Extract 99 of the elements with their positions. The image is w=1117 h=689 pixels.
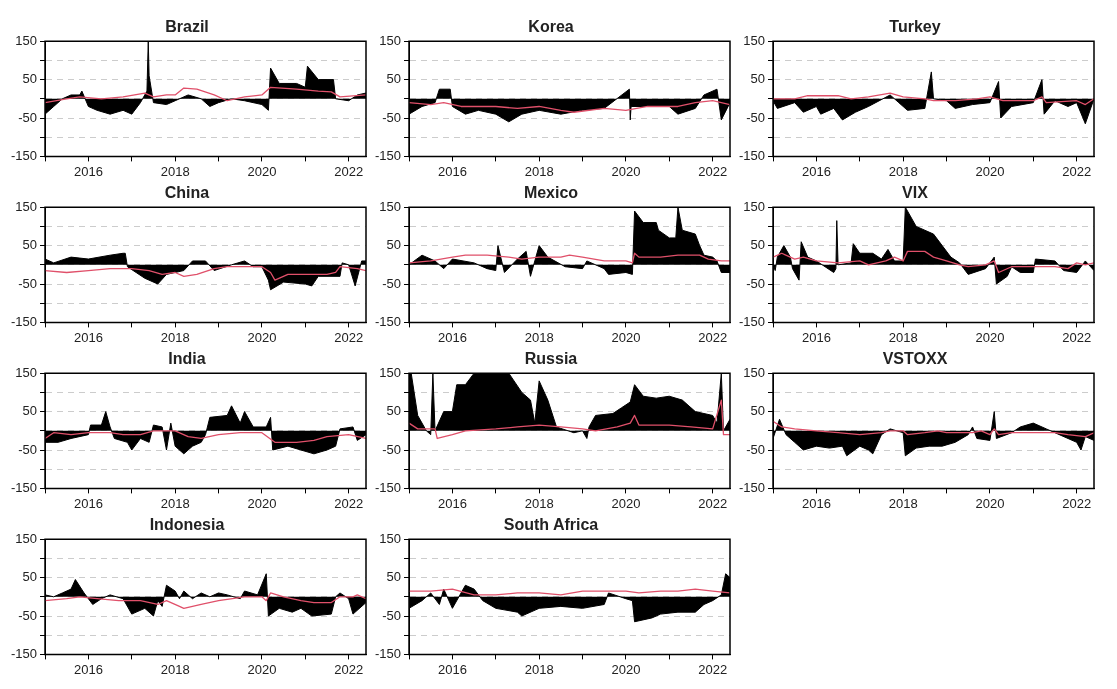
y-tick-label: -50 [382,607,402,623]
x-tick-label: 2022 [1062,329,1092,345]
x-tick-label: 2020 [975,329,1005,345]
y-tick-label: 150 [379,364,402,380]
x-tick-label: 2016 [437,329,467,345]
y-tick-label: -50 [746,441,766,457]
chart-title: Mexico [523,184,579,202]
y-tick-label: -150 [10,147,38,163]
y-tick-label: -150 [374,479,402,495]
x-tick-label: 2016 [73,661,103,677]
y-tick-label: 150 [15,198,38,214]
y-tick-label: 50 [22,569,38,585]
y-tick-label: -150 [738,479,766,495]
y-tick-label: 150 [743,364,766,380]
x-tick-label: 2018 [888,329,918,345]
x-tick-label: 2020 [611,495,641,511]
y-tick-label: 50 [750,403,766,419]
chart-title: VIX [902,184,929,202]
y-tick-label: -50 [18,109,38,125]
y-tick-label: 50 [750,71,766,87]
x-tick-label: 2020 [975,495,1005,511]
x-tick-label: 2022 [334,329,364,345]
x-tick-label: 2020 [247,495,277,511]
y-tick-label: 50 [22,71,38,87]
y-tick-label: -50 [382,275,402,291]
y-tick-label: -50 [382,109,402,125]
y-tick-label: -50 [18,275,38,291]
chart-title: Brazil [165,18,209,36]
chart-title: Turkey [889,18,941,36]
y-tick-label: -150 [10,645,38,661]
x-tick-label: 2018 [160,495,190,511]
x-tick-label: 2016 [73,495,103,511]
x-tick-label: 2018 [160,163,190,179]
y-tick-label: -150 [738,313,766,329]
x-tick-label: 2018 [524,495,554,511]
y-tick-label: 150 [743,198,766,214]
x-tick-label: 2018 [888,495,918,511]
x-tick-label: 2020 [247,661,277,677]
y-tick-label: 50 [386,237,402,253]
y-tick-label: -150 [10,479,38,495]
y-tick-label: 50 [386,569,402,585]
y-tick-label: 150 [379,198,402,214]
x-tick-label: 2022 [698,495,728,511]
y-tick-label: -150 [374,645,402,661]
x-tick-label: 2022 [334,661,364,677]
x-tick-label: 2016 [73,329,103,345]
chart-title: Russia [524,350,578,368]
y-tick-label: -150 [738,147,766,163]
y-tick-label: -150 [374,313,402,329]
x-tick-label: 2016 [437,495,467,511]
y-tick-label: -50 [18,441,38,457]
x-tick-label: 2016 [801,329,831,345]
x-tick-label: 2018 [524,661,554,677]
y-tick-label: 150 [15,364,38,380]
x-tick-label: 2022 [1062,495,1092,511]
y-tick-label: 50 [386,403,402,419]
y-tick-label: -150 [374,147,402,163]
y-tick-label: 50 [22,237,38,253]
x-tick-label: 2022 [334,163,364,179]
y-tick-label: 50 [386,71,402,87]
chart-title: Korea [528,18,574,36]
chart-title: India [168,350,206,368]
x-tick-label: 2020 [247,163,277,179]
x-tick-label: 2022 [1062,163,1092,179]
x-tick-label: 2020 [611,661,641,677]
x-tick-label: 2016 [801,495,831,511]
x-tick-label: 2018 [524,329,554,345]
y-tick-label: -50 [382,441,402,457]
x-tick-label: 2016 [437,163,467,179]
x-tick-label: 2018 [888,163,918,179]
y-tick-label: 150 [379,530,402,546]
x-tick-label: 2022 [698,329,728,345]
chart-title: China [164,184,210,202]
y-tick-label: 150 [15,530,38,546]
y-tick-label: 50 [750,237,766,253]
x-tick-label: 2016 [801,163,831,179]
x-tick-label: 2018 [160,661,190,677]
x-tick-label: 2020 [247,329,277,345]
chart-title: Indonesia [149,516,225,534]
y-tick-label: -50 [18,607,38,623]
y-tick-label: -150 [10,313,38,329]
x-tick-label: 2018 [524,163,554,179]
x-tick-label: 2018 [160,329,190,345]
x-tick-label: 2022 [334,495,364,511]
x-tick-label: 2020 [611,163,641,179]
y-tick-label: 150 [15,32,38,48]
y-tick-label: -50 [746,275,766,291]
x-tick-label: 2016 [73,163,103,179]
y-tick-label: 50 [22,403,38,419]
chart-title: South Africa [503,516,599,534]
x-tick-label: 2020 [611,329,641,345]
x-tick-label: 2016 [437,661,467,677]
x-tick-label: 2022 [698,163,728,179]
y-tick-label: 150 [743,32,766,48]
x-tick-label: 2022 [698,661,728,677]
x-tick-label: 2020 [975,163,1005,179]
y-tick-label: -50 [746,109,766,125]
y-tick-label: 150 [379,32,402,48]
chart-title: VSTOXX [882,350,948,368]
